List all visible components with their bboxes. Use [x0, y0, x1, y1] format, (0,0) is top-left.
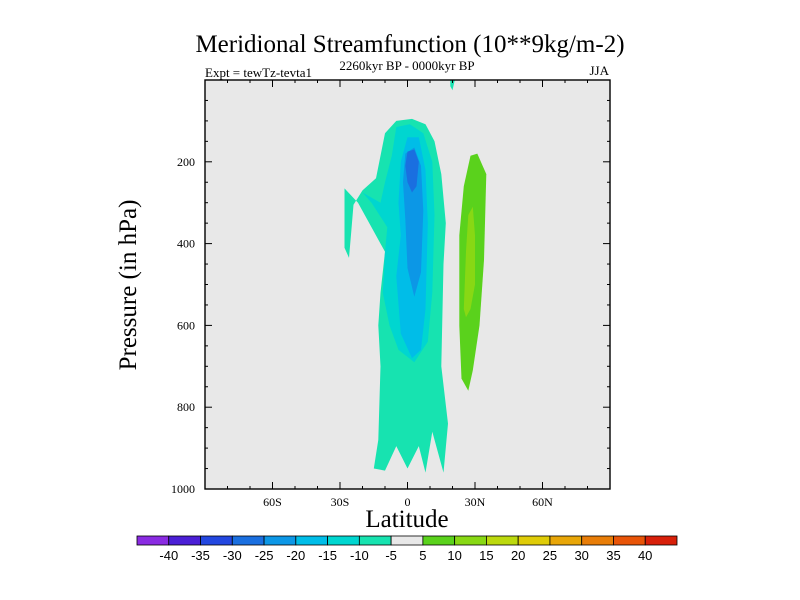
colorbar-label: -10 [350, 548, 369, 563]
colorbar-label: -40 [159, 548, 178, 563]
y-tick-label: 800 [177, 400, 195, 414]
colorbar-label: 35 [606, 548, 620, 563]
colorbar-swatch [644, 535, 678, 546]
y-tick-label: 600 [177, 318, 195, 332]
colorbar-label: -35 [191, 548, 210, 563]
colorbar-label: 5 [419, 548, 426, 563]
contour-band-minus25 [405, 149, 419, 193]
colorbar-swatch [486, 535, 519, 546]
contour-band-plus10 [463, 206, 475, 318]
y-tick-label: 200 [177, 155, 195, 169]
colorbar: -40 -35 -30 -25 -20 -15 -10 -5 5 10 15 20 25 30 35 40 [136, 535, 678, 563]
colorbar-label: -20 [286, 548, 305, 563]
colorbar-swatch [613, 535, 646, 546]
colorbar-label: -15 [318, 548, 337, 563]
colorbar-swatch [136, 535, 170, 546]
y-tick-label: 1000 [171, 482, 195, 496]
colorbar-swatch [390, 535, 424, 546]
colorbar-swatch [581, 535, 614, 546]
colorbar-swatch [295, 535, 328, 546]
colorbar-label: 25 [543, 548, 557, 563]
x-tick-label: 60S [263, 495, 282, 509]
season-label: JJA [589, 63, 609, 78]
y-axis-label: Pressure (in hPa) [115, 200, 142, 371]
y-tick-label: 400 [177, 237, 195, 251]
colorbar-swatch [454, 535, 487, 546]
contour-band-minus20 [403, 147, 424, 297]
x-axis-label: Latitude [365, 506, 448, 533]
colorbar-swatch [549, 535, 583, 546]
chart-title: Meridional Streamfunction (10**9kg/m-2) [195, 31, 624, 58]
colorbar-label: 30 [574, 548, 588, 563]
contour-fills [344, 80, 487, 473]
colorbar-swatch [358, 535, 392, 546]
colorbar-swatch [200, 535, 233, 546]
colorbar-label: 15 [479, 548, 493, 563]
colorbar-label: -30 [223, 548, 242, 563]
colorbar-swatch [231, 535, 265, 546]
chart-subtitle: 2260kyr BP - 0000kyr BP [339, 58, 474, 73]
colorbar-label: 20 [511, 548, 525, 563]
colorbar-swatch [517, 535, 551, 546]
colorbar-swatch [168, 535, 201, 546]
x-tick-label: 0 [405, 495, 411, 509]
axis-ticks: 60S 30S 0 30N 60N 200 400 600 800 1000 [171, 79, 611, 509]
colorbar-swatch [263, 535, 297, 546]
colorbar-label: -25 [255, 548, 274, 563]
colorbar-label: 40 [638, 548, 652, 563]
colorbar-label: -5 [385, 548, 397, 563]
x-tick-label: 60N [532, 495, 553, 509]
experiment-label: Expt = tewTz-tevta1 [205, 65, 312, 80]
contour-band-minus5-top [450, 80, 455, 91]
colorbar-label: 10 [447, 548, 461, 563]
x-tick-label: 30S [331, 495, 350, 509]
colorbar-swatch [327, 535, 360, 546]
colorbar-swatch [422, 535, 456, 546]
x-tick-label: 30N [465, 495, 486, 509]
